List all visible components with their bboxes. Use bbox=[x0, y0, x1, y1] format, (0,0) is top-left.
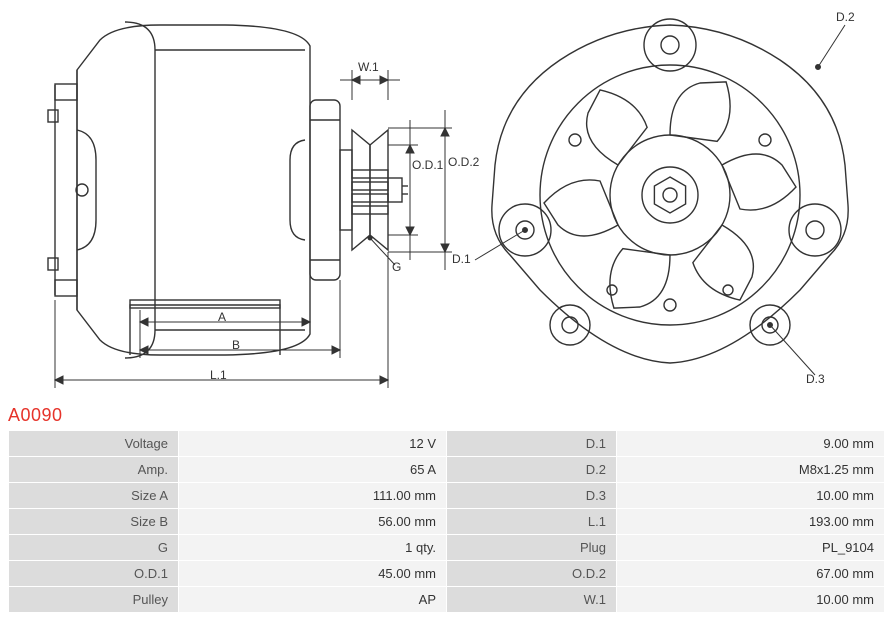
label-D1: D.1 bbox=[452, 252, 471, 266]
part-number: A0090 bbox=[8, 405, 63, 426]
technical-drawing: A B L.1 G W.1 O.D.1 O.D.2 D.1 D.2 D.3 bbox=[0, 0, 889, 400]
label-OD1: O.D.1 bbox=[412, 158, 443, 172]
spec-value: M8x1.25 mm bbox=[617, 457, 885, 483]
spec-value: 10.00 mm bbox=[617, 483, 885, 509]
label-B: B bbox=[232, 338, 240, 352]
spec-value: 193.00 mm bbox=[617, 509, 885, 535]
spec-label: Voltage bbox=[9, 431, 179, 457]
spec-label: Size B bbox=[9, 509, 179, 535]
spec-label: Size A bbox=[9, 483, 179, 509]
label-D2: D.2 bbox=[836, 10, 855, 24]
table-row: O.D.145.00 mmO.D.267.00 mm bbox=[9, 561, 885, 587]
spec-value: 67.00 mm bbox=[617, 561, 885, 587]
table-row: PulleyAPW.110.00 mm bbox=[9, 587, 885, 613]
spec-value: PL_9104 bbox=[617, 535, 885, 561]
label-A: A bbox=[218, 310, 226, 324]
table-row: Size B56.00 mmL.1193.00 mm bbox=[9, 509, 885, 535]
spec-value: 45.00 mm bbox=[179, 561, 447, 587]
spec-value: AP bbox=[179, 587, 447, 613]
drawing-svg bbox=[0, 0, 889, 400]
label-D3: D.3 bbox=[806, 372, 825, 386]
spec-label: O.D.2 bbox=[447, 561, 617, 587]
spec-label: D.1 bbox=[447, 431, 617, 457]
table-row: Amp.65 AD.2M8x1.25 mm bbox=[9, 457, 885, 483]
spec-value: 1 qty. bbox=[179, 535, 447, 561]
spec-label: Plug bbox=[447, 535, 617, 561]
spec-label: L.1 bbox=[447, 509, 617, 535]
spec-value: 65 A bbox=[179, 457, 447, 483]
table-row: G1 qty.PlugPL_9104 bbox=[9, 535, 885, 561]
label-G: G bbox=[392, 260, 401, 274]
label-L1: L.1 bbox=[210, 368, 227, 382]
label-OD2: O.D.2 bbox=[448, 155, 479, 169]
spec-value: 9.00 mm bbox=[617, 431, 885, 457]
spec-label: D.2 bbox=[447, 457, 617, 483]
label-W1: W.1 bbox=[358, 60, 379, 74]
spec-label: W.1 bbox=[447, 587, 617, 613]
spec-label: Amp. bbox=[9, 457, 179, 483]
table-row: Size A111.00 mmD.310.00 mm bbox=[9, 483, 885, 509]
spec-value: 12 V bbox=[179, 431, 447, 457]
table-row: Voltage12 VD.19.00 mm bbox=[9, 431, 885, 457]
spec-value: 111.00 mm bbox=[179, 483, 447, 509]
spec-label: D.3 bbox=[447, 483, 617, 509]
spec-value: 56.00 mm bbox=[179, 509, 447, 535]
spec-value: 10.00 mm bbox=[617, 587, 885, 613]
spec-table: Voltage12 VD.19.00 mmAmp.65 AD.2M8x1.25 … bbox=[8, 430, 885, 613]
spec-label: O.D.1 bbox=[9, 561, 179, 587]
spec-label: Pulley bbox=[9, 587, 179, 613]
spec-label: G bbox=[9, 535, 179, 561]
